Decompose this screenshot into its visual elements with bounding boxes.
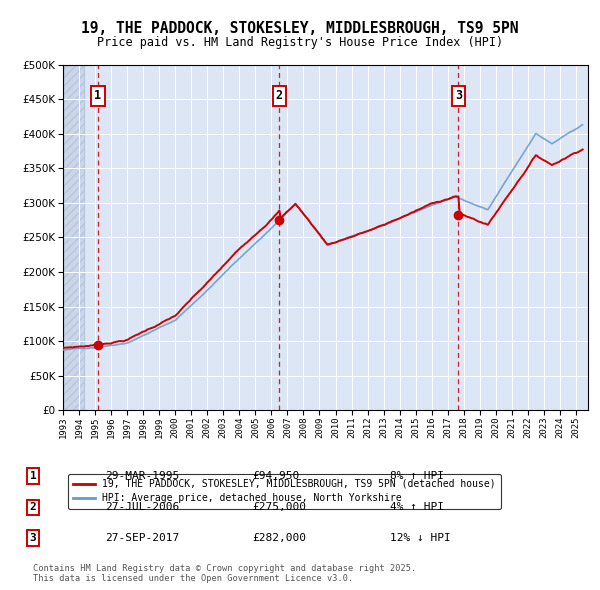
Text: 2: 2 [276, 90, 283, 103]
Text: 8% ↑ HPI: 8% ↑ HPI [390, 471, 444, 481]
Text: 3: 3 [455, 90, 462, 103]
Text: 3: 3 [29, 533, 37, 543]
Text: 1: 1 [94, 90, 101, 103]
Text: 1: 1 [29, 471, 37, 481]
Text: Contains HM Land Registry data © Crown copyright and database right 2025.
This d: Contains HM Land Registry data © Crown c… [33, 564, 416, 583]
Text: 19, THE PADDOCK, STOKESLEY, MIDDLESBROUGH, TS9 5PN: 19, THE PADDOCK, STOKESLEY, MIDDLESBROUG… [81, 21, 519, 36]
Text: £94,950: £94,950 [252, 471, 299, 481]
Text: 2: 2 [29, 503, 37, 512]
Text: Price paid vs. HM Land Registry's House Price Index (HPI): Price paid vs. HM Land Registry's House … [97, 36, 503, 49]
Text: £282,000: £282,000 [252, 533, 306, 543]
Text: 29-MAR-1995: 29-MAR-1995 [105, 471, 179, 481]
Text: 27-SEP-2017: 27-SEP-2017 [105, 533, 179, 543]
Text: 12% ↓ HPI: 12% ↓ HPI [390, 533, 451, 543]
Text: £275,000: £275,000 [252, 503, 306, 512]
Legend: 19, THE PADDOCK, STOKESLEY, MIDDLESBROUGH, TS9 5PN (detached house), HPI: Averag: 19, THE PADDOCK, STOKESLEY, MIDDLESBROUG… [68, 474, 502, 509]
Bar [63, 65, 84, 410]
Text: 27-JUL-2006: 27-JUL-2006 [105, 503, 179, 512]
Text: 4% ↑ HPI: 4% ↑ HPI [390, 503, 444, 512]
